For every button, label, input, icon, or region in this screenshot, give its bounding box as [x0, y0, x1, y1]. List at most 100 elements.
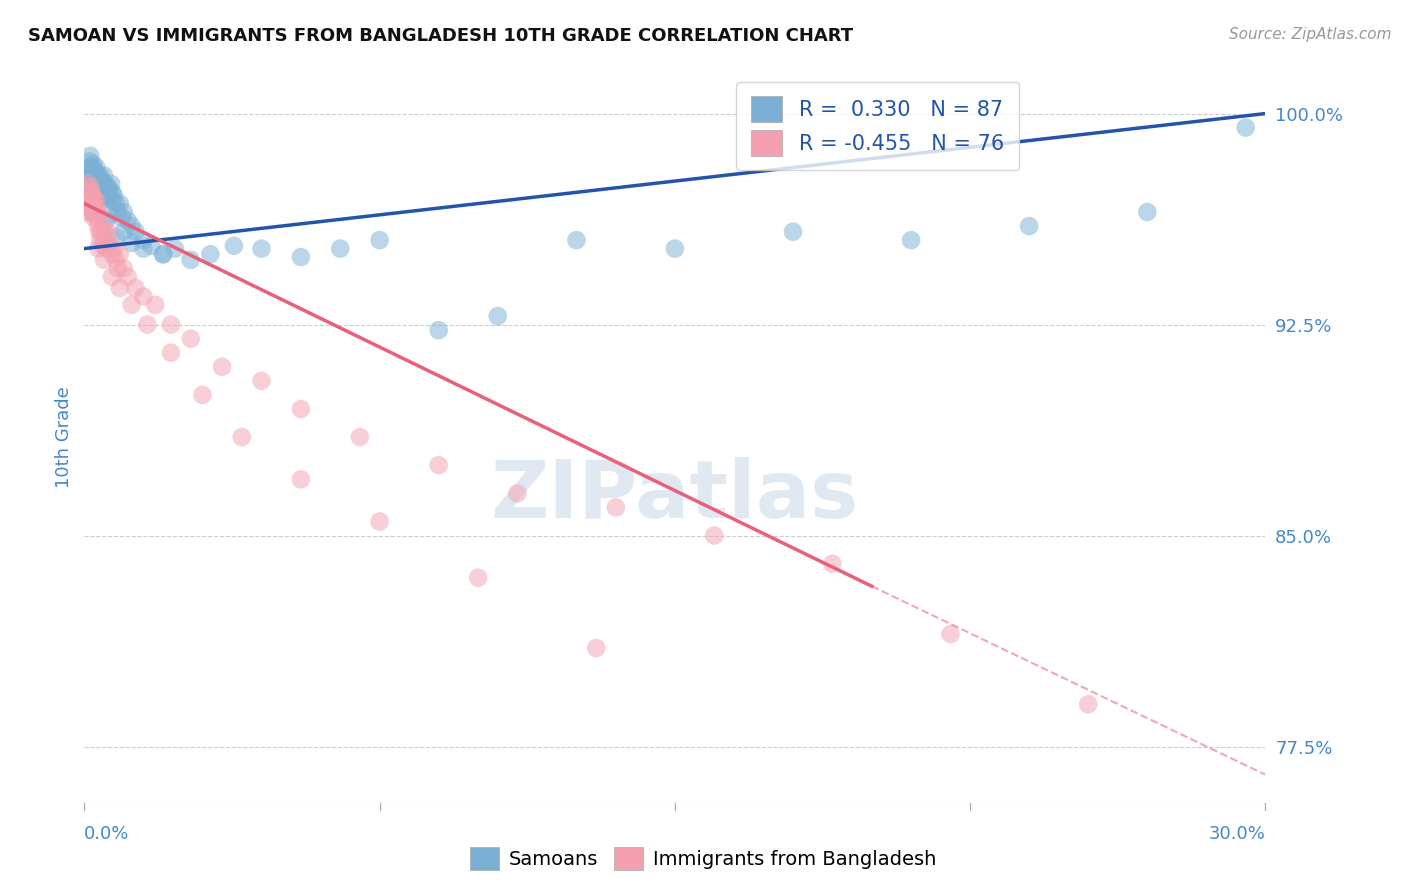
Point: [97, 179, 120, 194]
Point: [103, 242, 125, 256]
Point: [93, 188, 115, 202]
Point: [101, 247, 124, 261]
Point: [84, 199, 107, 213]
Point: [90, 225, 112, 239]
Point: [98, 208, 121, 222]
Point: [104, 252, 127, 267]
Point: [94, 186, 117, 200]
Point: [80, 196, 103, 211]
Point: [82, 191, 104, 205]
Point: [80, 191, 103, 205]
Point: [160, 318, 183, 332]
Point: [108, 196, 131, 211]
Point: [84, 166, 107, 180]
Text: 0.0%: 0.0%: [84, 825, 129, 843]
Point: [101, 269, 124, 284]
Point: [84, 174, 107, 188]
Point: [1018, 219, 1040, 233]
Point: [76, 186, 98, 200]
Point: [77, 162, 100, 177]
Point: [107, 261, 129, 276]
Point: [93, 252, 115, 267]
Point: [152, 247, 174, 261]
Point: [77, 182, 100, 196]
Point: [87, 179, 110, 194]
Point: [108, 247, 131, 261]
Point: [79, 205, 101, 219]
Point: [93, 233, 115, 247]
Point: [136, 318, 159, 332]
Point: [84, 160, 107, 174]
Point: [107, 205, 129, 219]
Point: [80, 186, 103, 200]
Point: [84, 182, 107, 196]
Point: [112, 225, 135, 239]
Point: [83, 211, 105, 225]
Point: [82, 157, 104, 171]
Point: [82, 205, 104, 219]
Point: [83, 191, 105, 205]
Text: 30.0%: 30.0%: [1209, 825, 1265, 843]
Point: [80, 169, 103, 183]
Point: [91, 219, 114, 233]
Point: [91, 186, 114, 200]
Point: [83, 179, 105, 194]
Point: [91, 179, 114, 194]
Point: [79, 154, 101, 169]
Point: [79, 191, 101, 205]
Point: [143, 298, 166, 312]
Point: [368, 233, 391, 247]
Point: [104, 230, 127, 244]
Point: [290, 401, 312, 416]
Point: [94, 225, 117, 239]
Point: [79, 149, 101, 163]
Point: [79, 179, 101, 194]
Legend: R =  0.330   N = 87, R = -0.455   N = 76: R = 0.330 N = 87, R = -0.455 N = 76: [737, 82, 1019, 170]
Point: [104, 196, 127, 211]
Point: [180, 252, 202, 267]
Point: [82, 177, 104, 191]
Point: [89, 169, 111, 183]
Point: [585, 641, 607, 656]
Point: [96, 233, 118, 247]
Point: [152, 247, 174, 261]
Point: [1234, 120, 1257, 135]
Point: [124, 281, 146, 295]
Point: [124, 225, 146, 239]
Y-axis label: 10th Grade: 10th Grade: [55, 386, 73, 488]
Point: [79, 196, 101, 211]
Point: [121, 298, 143, 312]
Point: [290, 250, 312, 264]
Point: [160, 345, 183, 359]
Point: [77, 177, 100, 191]
Point: [108, 281, 131, 295]
Point: [900, 233, 922, 247]
Point: [86, 211, 108, 225]
Point: [94, 177, 117, 191]
Point: [565, 233, 588, 247]
Point: [82, 191, 104, 205]
Point: [90, 191, 112, 205]
Point: [163, 242, 186, 256]
Point: [427, 323, 450, 337]
Point: [94, 242, 117, 256]
Point: [87, 242, 110, 256]
Text: SAMOAN VS IMMIGRANTS FROM BANGLADESH 10TH GRADE CORRELATION CHART: SAMOAN VS IMMIGRANTS FROM BANGLADESH 10T…: [28, 27, 853, 45]
Point: [97, 182, 120, 196]
Text: Source: ZipAtlas.com: Source: ZipAtlas.com: [1229, 27, 1392, 42]
Point: [132, 233, 155, 247]
Point: [100, 177, 122, 191]
Point: [84, 205, 107, 219]
Point: [76, 186, 98, 200]
Point: [84, 194, 107, 208]
Point: [121, 219, 143, 233]
Point: [1077, 698, 1099, 712]
Point: [77, 177, 100, 191]
Point: [91, 239, 114, 253]
Point: [180, 332, 202, 346]
Point: [1136, 205, 1159, 219]
Point: [82, 174, 104, 188]
Point: [111, 211, 134, 225]
Point: [91, 174, 114, 188]
Point: [467, 571, 489, 585]
